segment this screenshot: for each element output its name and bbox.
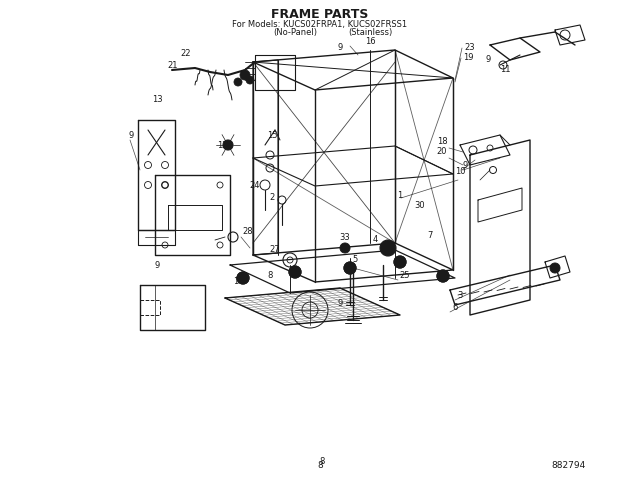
Text: 25: 25 [400,271,410,279]
Text: (Stainless): (Stainless) [348,27,392,36]
Text: 27: 27 [269,245,280,254]
Text: 15: 15 [267,131,277,140]
Text: 21: 21 [168,60,179,70]
Circle shape [437,270,449,282]
Text: 22: 22 [180,48,191,58]
Text: 20: 20 [436,147,447,156]
Text: 9: 9 [337,299,342,308]
Text: 8: 8 [319,457,324,467]
Text: 9: 9 [154,261,159,269]
Circle shape [340,243,350,253]
Text: 12: 12 [217,141,227,149]
Text: 18: 18 [436,137,447,146]
Text: 8: 8 [268,271,273,279]
Text: 3: 3 [458,290,463,300]
Text: (No-Panel): (No-Panel) [273,27,317,36]
Text: 10: 10 [455,168,465,177]
Text: 9: 9 [337,44,342,52]
Text: 24: 24 [250,180,260,190]
Text: 16: 16 [365,37,375,47]
Circle shape [240,70,250,80]
Text: For Models: KUCS02FRPA1, KUCS02FRSS1: For Models: KUCS02FRPA1, KUCS02FRSS1 [232,20,408,28]
Circle shape [394,256,406,268]
Text: 23: 23 [465,44,476,52]
Circle shape [380,240,396,256]
Text: 4: 4 [372,236,378,244]
Text: 2: 2 [269,193,275,203]
Circle shape [234,78,242,86]
Text: 9: 9 [485,56,491,64]
Text: 1: 1 [397,191,403,200]
Text: 13: 13 [152,96,163,105]
Text: 8: 8 [317,460,323,469]
Circle shape [550,263,560,273]
Circle shape [223,140,233,150]
Text: 5: 5 [353,255,358,264]
Text: 9: 9 [462,160,468,169]
Text: 30: 30 [415,201,426,209]
Text: 6: 6 [452,303,458,312]
Text: 9: 9 [129,131,134,140]
Text: 19: 19 [463,53,473,62]
Text: 882794: 882794 [551,460,585,469]
Text: 14: 14 [233,277,243,287]
Circle shape [246,76,254,84]
Circle shape [289,266,301,278]
Text: 33: 33 [340,233,350,242]
Text: 7: 7 [428,230,433,240]
Text: 28: 28 [243,228,253,237]
Text: 11: 11 [500,65,510,74]
Circle shape [237,272,249,284]
Text: FRAME PARTS: FRAME PARTS [271,8,369,21]
Circle shape [344,262,356,274]
